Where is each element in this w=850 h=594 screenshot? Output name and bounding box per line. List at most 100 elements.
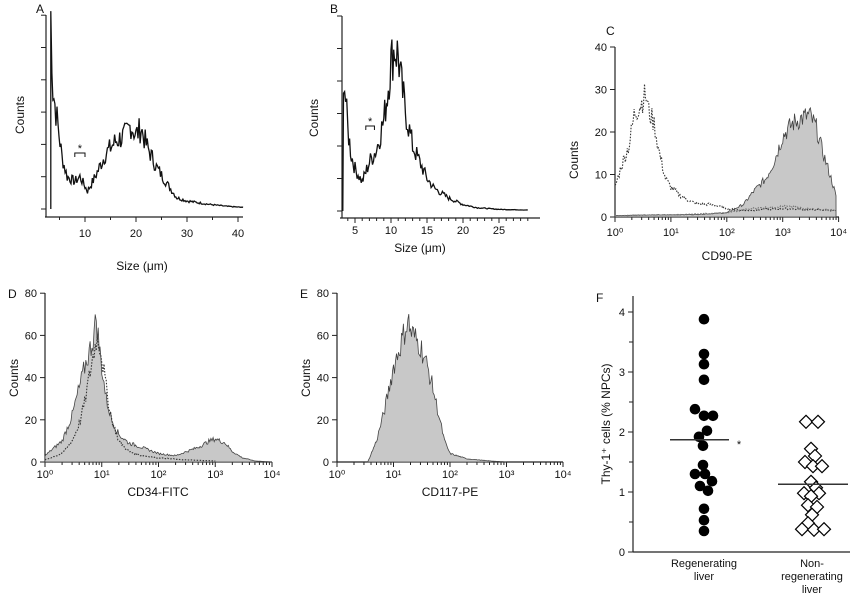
y-tick-label: 20 <box>25 415 37 427</box>
x-tick-label: 10² <box>719 227 735 239</box>
data-point-regenerating <box>698 358 710 370</box>
y-tick-label: 20 <box>595 127 607 139</box>
data-point-regenerating <box>697 440 709 452</box>
y-axis-label: Thy-1⁺ cells (% NPCs) <box>599 363 613 484</box>
category-label: Non- <box>800 558 824 570</box>
y-axis-label: Counts <box>13 96 27 134</box>
histogram-area-series-0 <box>614 106 837 218</box>
x-tick-label: 15 <box>421 225 433 237</box>
data-point-non-regenerating <box>814 458 830 474</box>
data-point-regenerating <box>699 468 711 480</box>
y-axis-label: Counts <box>299 359 313 397</box>
x-tick-label: 10⁰ <box>607 227 624 239</box>
x-tick-label: 40 <box>232 228 244 240</box>
data-point-regenerating <box>698 503 710 515</box>
x-tick-label: 10¹ <box>386 469 402 481</box>
panel-label: B <box>330 2 338 16</box>
category-label: liver <box>694 571 715 583</box>
panel-label: F <box>596 291 603 305</box>
gate-bracket <box>74 152 86 157</box>
y-tick-label: 0 <box>619 547 625 559</box>
x-tick-label: 25 <box>493 225 505 237</box>
x-axis-label: CD90-PE <box>702 249 753 263</box>
x-tick-label: 20 <box>130 228 142 240</box>
significance-asterisk: * <box>737 439 742 451</box>
histogram-area-series-0 <box>44 314 273 463</box>
y-tick-label: 60 <box>25 330 37 342</box>
panel-label: A <box>36 2 44 16</box>
gate-asterisk: * <box>368 116 373 128</box>
y-tick-label: 30 <box>595 85 607 97</box>
x-tick-label: 10³ <box>775 227 791 239</box>
category-label: Regenerating <box>671 558 737 570</box>
control-histogram-line-1 <box>614 83 837 212</box>
data-point-regenerating <box>697 459 709 471</box>
data-point-regenerating <box>694 480 706 492</box>
y-tick-label: 4 <box>619 307 625 319</box>
gate-bracket <box>365 125 375 130</box>
x-tick-label: 10¹ <box>94 469 110 481</box>
histogram-area-series-0 <box>367 314 507 463</box>
x-tick-label: 10⁰ <box>37 469 54 481</box>
data-point-regenerating <box>707 410 719 422</box>
data-point-regenerating <box>702 485 714 497</box>
y-tick-label: 40 <box>317 373 329 385</box>
y-tick-label: 40 <box>25 373 37 385</box>
data-point-regenerating <box>701 425 713 437</box>
x-tick-label: 10 <box>79 228 91 240</box>
y-tick-label: 1 <box>619 487 625 499</box>
x-tick-label: 10 <box>385 225 397 237</box>
x-tick-label: 10² <box>151 469 167 481</box>
y-tick-label: 20 <box>317 415 329 427</box>
histogram-line-0 <box>50 11 244 209</box>
x-tick-label: 10¹ <box>663 227 679 239</box>
x-tick-label: 10³ <box>207 469 223 481</box>
histogram-line-0 <box>342 39 528 212</box>
control-histogram-line-2 <box>615 204 837 217</box>
y-axis-label: Counts <box>307 99 321 137</box>
data-point-non-regenerating <box>798 414 814 430</box>
data-point-regenerating <box>698 348 710 360</box>
y-tick-label: 40 <box>595 42 607 54</box>
panel-label: C <box>606 24 615 38</box>
gate-asterisk: * <box>78 143 83 155</box>
x-tick-label: 5 <box>352 225 358 237</box>
y-tick-label: 10 <box>595 170 607 182</box>
y-tick-label: 0 <box>601 212 607 224</box>
panel-label: D <box>8 287 17 301</box>
data-point-regenerating <box>698 374 710 386</box>
y-tick-label: 0 <box>31 457 37 469</box>
y-tick-label: 2 <box>619 427 625 439</box>
data-point-regenerating <box>698 313 710 325</box>
x-axis-label: CD117-PE <box>422 485 478 499</box>
data-point-regenerating <box>698 514 710 526</box>
y-tick-label: 80 <box>317 288 329 300</box>
data-point-non-regenerating <box>794 521 810 537</box>
y-tick-label: 60 <box>317 330 329 342</box>
y-tick-label: 0 <box>323 457 329 469</box>
x-tick-label: 20 <box>457 225 469 237</box>
category-label: regenerating <box>781 571 843 583</box>
control-histogram-line-1 <box>44 336 216 462</box>
panel-label: E <box>300 287 308 301</box>
y-axis-label: Counts <box>567 141 581 179</box>
data-point-regenerating <box>689 468 701 480</box>
y-tick-label: 80 <box>25 288 37 300</box>
x-axis-label: CD34-FITC <box>127 485 189 499</box>
data-point-regenerating <box>689 403 701 415</box>
y-tick-label: 3 <box>619 367 625 379</box>
category-label: liver <box>802 584 823 594</box>
x-tick-label: 10⁴ <box>555 469 572 481</box>
x-tick-label: 10² <box>442 469 458 481</box>
y-axis-label: Counts <box>7 359 21 397</box>
data-point-non-regenerating <box>816 521 832 537</box>
data-point-regenerating <box>706 475 718 487</box>
x-tick-label: 10³ <box>499 469 515 481</box>
x-axis-label: Size (μm) <box>394 241 446 255</box>
data-point-regenerating <box>698 410 710 422</box>
x-tick-label: 10⁰ <box>329 469 346 481</box>
x-axis-label: Size (μm) <box>116 259 168 273</box>
data-point-regenerating <box>698 525 710 537</box>
